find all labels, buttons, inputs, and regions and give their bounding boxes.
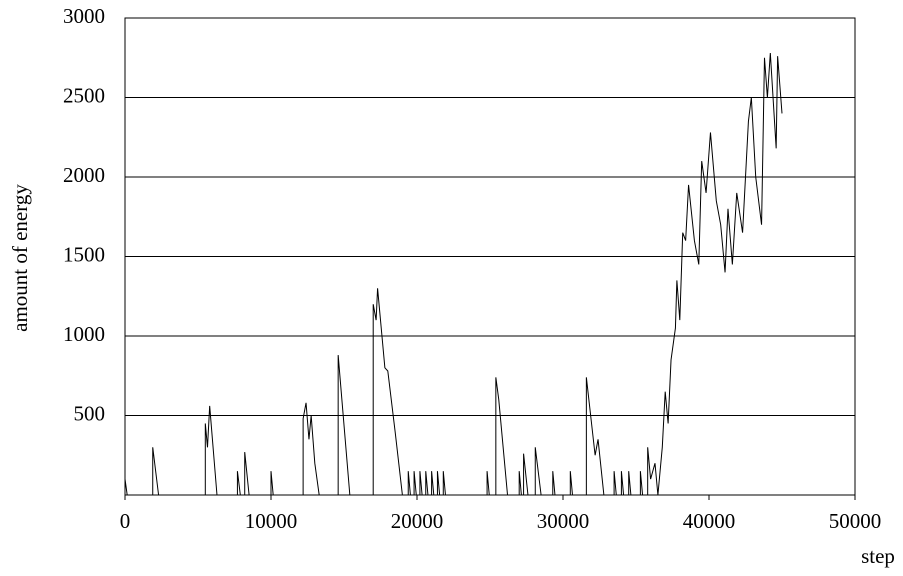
x-tick-label: 30000 — [537, 509, 590, 533]
y-tick-label: 3000 — [63, 4, 105, 28]
y-tick-label: 500 — [74, 401, 106, 425]
x-tick-label: 20000 — [391, 509, 444, 533]
x-tick-label: 0 — [120, 509, 131, 533]
x-tick-label: 40000 — [683, 509, 736, 533]
y-tick-label: 2000 — [63, 163, 105, 187]
y-tick-label: 1500 — [63, 242, 105, 266]
y-tick-label: 2500 — [63, 83, 105, 107]
x-tick-label: 50000 — [829, 509, 882, 533]
y-tick-label: 1000 — [63, 322, 105, 346]
y-axis-label: amount of energy — [8, 184, 32, 332]
x-tick-label: 10000 — [245, 509, 298, 533]
x-axis-label: step — [861, 544, 895, 568]
data-line — [124, 52, 783, 496]
